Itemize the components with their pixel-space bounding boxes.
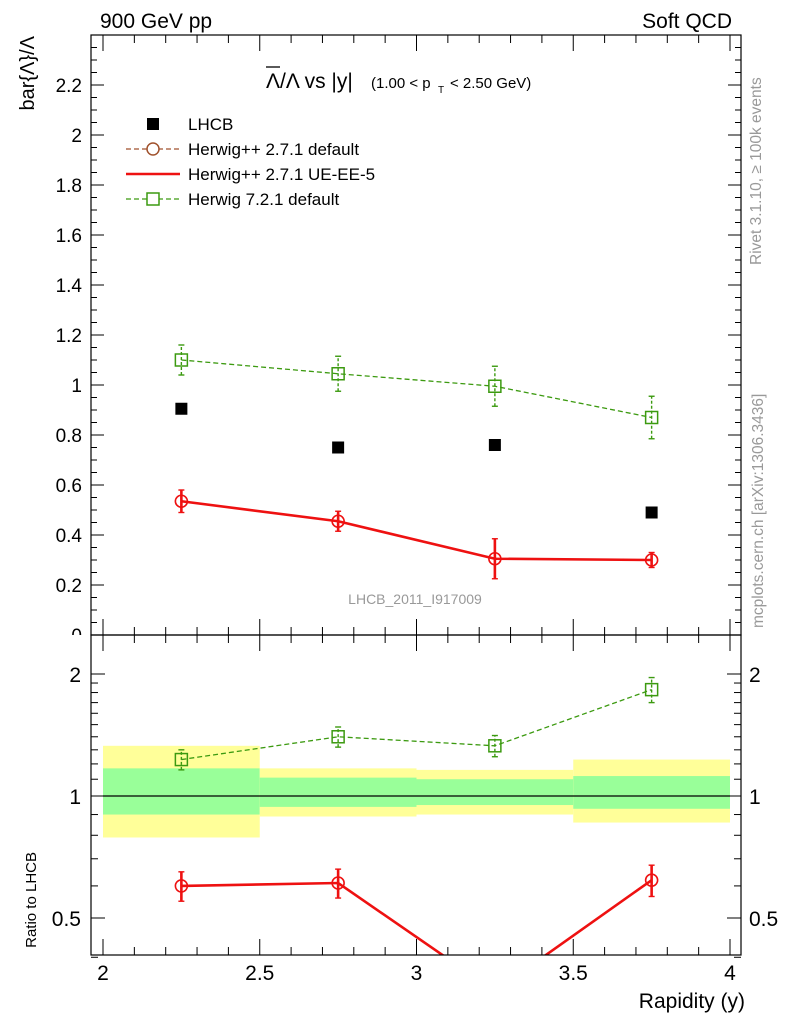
main-ytick-label: 1.6 (56, 226, 82, 247)
circle-marker (488, 551, 502, 566)
main-ytick-label: 1.2 (56, 326, 82, 347)
x-axis-title: Rapidity (y) (639, 990, 745, 1013)
main-ytick-label: 1 (71, 376, 82, 397)
band-green (416, 779, 574, 806)
main-ytick-label: 0 (71, 626, 82, 647)
legend-label: LHCB (188, 115, 233, 134)
legend-label: Herwig++ 2.7.1 default (188, 140, 359, 159)
series-solid (174, 489, 659, 580)
circle-marker (174, 879, 189, 893)
watermark: LHCB_2011_I917009 (348, 591, 482, 607)
legend-marker-circle (146, 142, 160, 156)
svg-text:< 2.50 GeV): < 2.50 GeV) (450, 75, 531, 92)
rivet-label: Rivet 3.1.10, ≥ 100k events (748, 77, 765, 265)
series-line (181, 689, 652, 761)
ratio-ytick-label-right: 1 (749, 786, 761, 809)
main-ytick-label: 1.4 (56, 276, 83, 297)
square-marker (331, 367, 345, 381)
series-data (175, 402, 658, 519)
data-point (488, 439, 501, 451)
series-line (181, 499, 652, 562)
main-ytick-label: 1.8 (56, 176, 82, 197)
ratio-xtick-label: 3 (411, 962, 423, 985)
svg-text:Λ/Λ vs |y|: Λ/Λ vs |y| (266, 70, 353, 93)
series-square-dashed (174, 344, 659, 440)
main-ytick-label: 0.4 (56, 526, 83, 547)
data-point (175, 402, 188, 415)
ratio-ylabel: Ratio to LHCB (23, 852, 40, 948)
ratio-ytick-label: 2 (69, 664, 81, 687)
ratio-ytick-label-right: 2 (749, 664, 761, 687)
square-marker (331, 730, 345, 744)
band-green (103, 768, 260, 815)
main-ylabel: bar{Λ}/Λ (17, 35, 39, 110)
ratio-xtick-label: 4 (724, 962, 736, 985)
series-line (181, 359, 652, 419)
main-ytick-label: 0.6 (56, 476, 82, 497)
ratio-xtick-label: 2.5 (245, 962, 274, 985)
main-ytick-label: 0.2 (56, 576, 82, 597)
main-ytick-label: 2.2 (56, 76, 82, 97)
square-marker (174, 353, 189, 367)
band-green (573, 776, 730, 809)
series-solid (174, 864, 659, 997)
data-point (645, 506, 658, 519)
circle-marker (174, 494, 189, 509)
header-right: Soft QCD (642, 10, 732, 33)
main-ytick-label: 0.8 (56, 426, 82, 447)
legend-marker-square (146, 192, 160, 206)
circle-marker (489, 985, 501, 997)
data-point (332, 441, 345, 454)
square-marker (488, 739, 502, 753)
ratio-ytick-label: 0.5 (52, 908, 81, 931)
circle-marker (644, 873, 659, 887)
main-title: Λ/Λ vs |y| (1.00 < p T < 2.50 GeV) (266, 66, 531, 96)
svg-text:T: T (438, 85, 444, 96)
header-left: 900 GeV pp (100, 10, 212, 33)
square-marker (644, 682, 659, 697)
ratio-xtick-label: 2 (97, 962, 109, 985)
square-marker (488, 379, 502, 393)
square-marker (644, 410, 659, 425)
ratio-xtick-label: 3.5 (559, 962, 588, 985)
circle-marker (331, 514, 345, 529)
legend-label: Herwig++ 2.7.1 UE-EE-5 (188, 165, 375, 184)
svg-text:(1.00 < p: (1.00 < p (371, 75, 431, 92)
legend-marker-data (147, 118, 159, 130)
main-ytick-label: 2 (71, 126, 82, 147)
ratio-ytick-label: 1 (69, 786, 81, 809)
legend-label: Herwig 7.2.1 default (188, 190, 339, 209)
series-line (181, 879, 653, 955)
circle-marker (331, 876, 345, 890)
circle-marker (644, 553, 659, 567)
series-square-dashed (174, 676, 659, 771)
ratio-ytick-label-right: 0.5 (749, 908, 778, 931)
band-green (259, 777, 417, 807)
square-marker (174, 752, 189, 767)
mcplots-label: mcplots.cern.ch [arXiv:1306.3436] (750, 394, 767, 628)
